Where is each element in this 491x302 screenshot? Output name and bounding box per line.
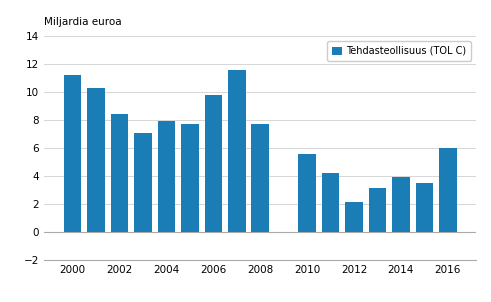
Bar <box>369 188 386 232</box>
Text: Miljardia euroa: Miljardia euroa <box>44 17 122 27</box>
Bar <box>439 148 457 232</box>
Bar <box>322 173 339 232</box>
Bar <box>251 124 269 232</box>
Bar <box>158 121 175 232</box>
Bar <box>415 183 433 232</box>
Bar <box>205 95 222 232</box>
Bar <box>275 232 293 233</box>
Bar <box>64 76 82 232</box>
Bar <box>392 177 409 232</box>
Bar <box>87 88 105 232</box>
Legend: Tehdasteollisuus (TOL C): Tehdasteollisuus (TOL C) <box>327 41 471 61</box>
Bar <box>134 133 152 232</box>
Bar <box>111 114 128 232</box>
Bar <box>345 202 363 232</box>
Bar <box>299 153 316 232</box>
Bar <box>228 70 246 232</box>
Bar <box>181 124 199 232</box>
